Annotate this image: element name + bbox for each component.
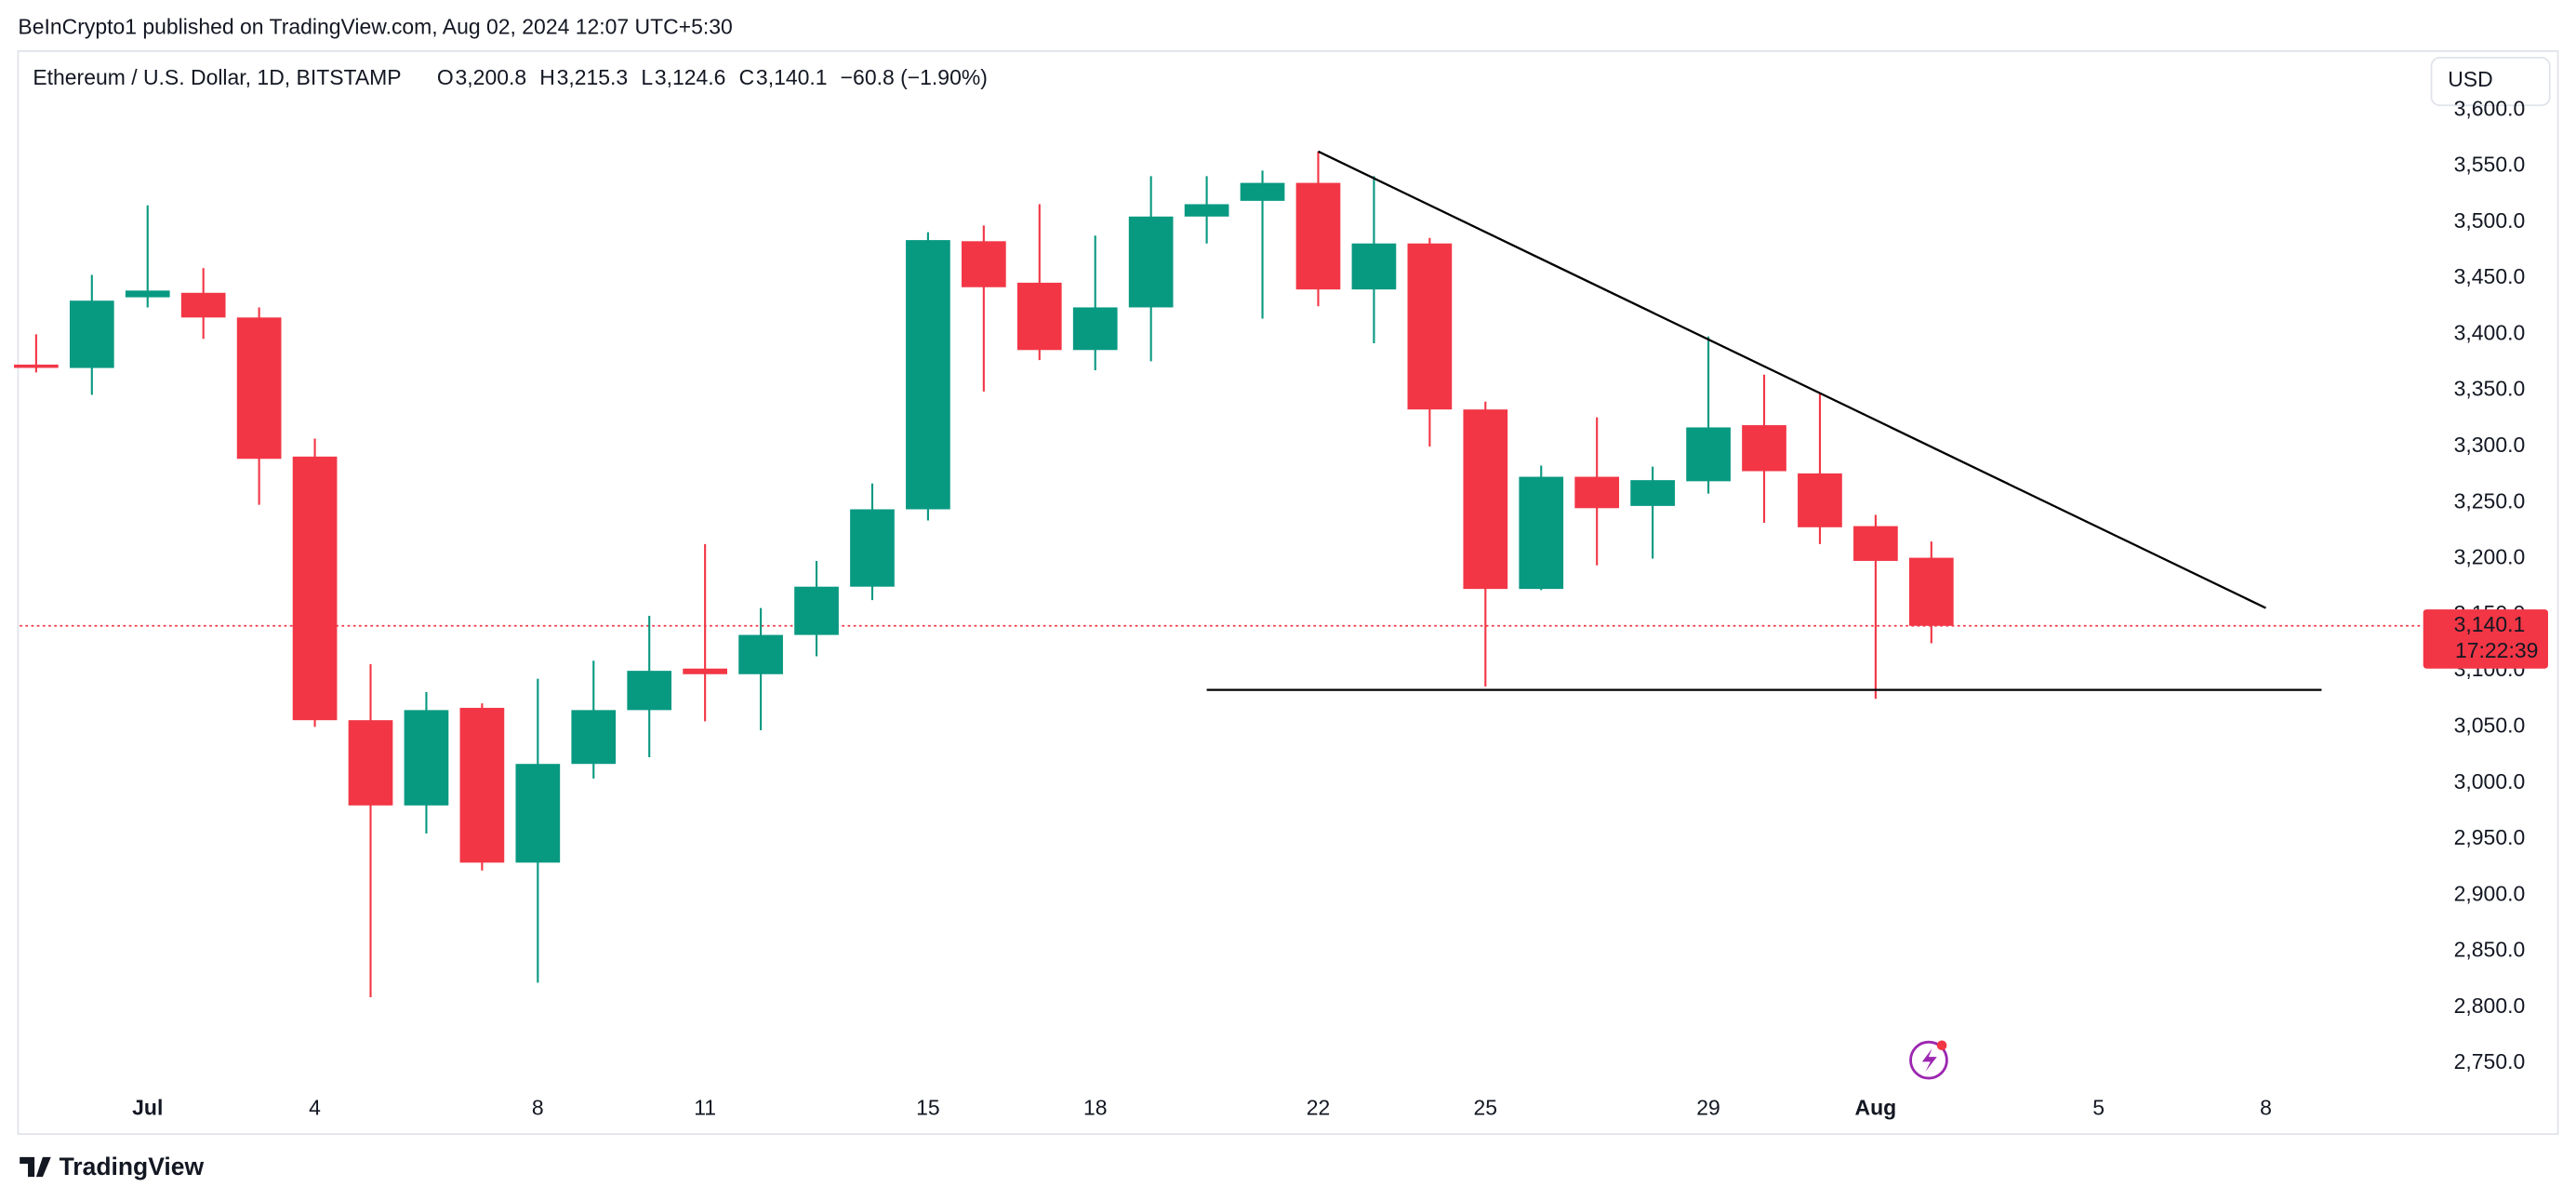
currency[interactable]: USD [2448, 67, 2492, 91]
candle-body [683, 668, 727, 674]
currency-button[interactable] [2430, 57, 2551, 107]
candle-body [1016, 282, 1062, 351]
x-tick-label: Aug [1855, 1096, 1897, 1120]
candle-body [1407, 243, 1453, 410]
candle-body [1686, 427, 1731, 482]
candle-body [1630, 480, 1675, 506]
y-tick-label: 3,450.0 [2454, 264, 2526, 288]
candle-body [1184, 204, 1229, 217]
candle-body [459, 707, 505, 863]
candle-body [1574, 476, 1620, 509]
x-tick-label: 29 [1696, 1096, 1720, 1120]
candle-body [180, 292, 226, 318]
candle-body [1519, 476, 1564, 590]
x-tick-label: 8 [2260, 1096, 2272, 1120]
candle-body [515, 764, 561, 863]
ohlc-value: 3,124.6 [655, 65, 726, 89]
y-tick-label: 2,800.0 [2454, 993, 2526, 1018]
ohlc-key: O [437, 65, 454, 89]
ohlc-key: C [739, 65, 755, 89]
x-tick-label: 11 [694, 1096, 716, 1120]
candle-body [906, 240, 950, 510]
event-bolt [1921, 1048, 1937, 1073]
candle-body [292, 456, 338, 721]
y-tick-label: 3,550.0 [2454, 153, 2526, 177]
candle-body [125, 290, 170, 298]
candle-body [1240, 182, 1285, 201]
event-dot [1936, 1040, 1947, 1051]
y-tick-label: 3,350.0 [2454, 377, 2526, 401]
candle-body [236, 317, 282, 460]
ohlc-value: 3,215.3 [557, 65, 629, 89]
candle-body [627, 671, 672, 711]
candle-body [1128, 216, 1174, 308]
trendline [1317, 150, 2266, 609]
y-tick-label: 2,750.0 [2454, 1049, 2526, 1073]
x-tick-label: 8 [532, 1096, 544, 1120]
logo [20, 1156, 51, 1178]
y-tick-label: 3,300.0 [2454, 433, 2526, 457]
x-tick-label: 5 [2092, 1096, 2105, 1120]
y-tick-label: 3,250.0 [2454, 488, 2526, 513]
candle-body [14, 364, 59, 368]
x-tick-label: 4 [309, 1096, 321, 1120]
y-tick-label: 3,050.0 [2454, 713, 2526, 737]
candle-body [1295, 182, 1341, 290]
chart-frame [17, 50, 2559, 1136]
footer-brand: TradingView [60, 1153, 205, 1180]
candle-body [571, 710, 617, 765]
candle-body [738, 634, 783, 674]
candle-body [1463, 409, 1508, 590]
candle-body [794, 586, 839, 635]
candle-body [69, 300, 114, 368]
candle-body [348, 720, 393, 806]
candle-body [961, 241, 1006, 287]
y-tick-label: 3,500.0 [2454, 208, 2526, 233]
y-tick-label: 2,900.0 [2454, 881, 2526, 905]
symbol: Ethereum / U.S. Dollar, 1D, BITSTAMP [33, 65, 401, 89]
y-tick-label: 3,000.0 [2454, 769, 2526, 793]
ohlc-change: −60.8 (−1.90%) [841, 65, 988, 89]
event-icon[interactable] [1909, 1040, 1948, 1080]
y-tick-label: 3,600.0 [2454, 96, 2526, 120]
price-tag [2423, 609, 2548, 669]
x-tick-label: Jul [132, 1096, 163, 1120]
ohlc-key: L [641, 65, 653, 89]
price-tag-label: 3,140.1 [2454, 612, 2526, 636]
candle-body [1072, 307, 1118, 351]
candle-body [404, 710, 449, 806]
y-tick-label: 3,200.0 [2454, 545, 2526, 569]
price-countdown: 17:22:39 [2455, 638, 2538, 662]
x-tick-label: 15 [916, 1096, 940, 1120]
candle-body [850, 509, 895, 587]
y-tick-label: 2,950.0 [2454, 825, 2526, 849]
ohlc-value: 3,200.8 [456, 65, 527, 89]
candle-body [1798, 473, 1842, 527]
y-tick-label: 2,850.0 [2454, 938, 2526, 962]
candle-body [1351, 243, 1397, 290]
x-tick-label: 22 [1307, 1096, 1331, 1120]
candle-body [1908, 557, 1954, 626]
candle-body [1742, 425, 1786, 472]
x-tick-label: 25 [1474, 1096, 1498, 1120]
ohlc-key: H [539, 65, 555, 89]
published-line: BeInCrypto1 published on TradingView.com… [18, 14, 732, 38]
ohlc-legend: O 3,200.8 H 3,215.3 L 3,124.6 C 3,140.1 −60.8 (−… [437, 65, 988, 89]
x-tick-label: 18 [1083, 1096, 1108, 1120]
candle-body [1853, 526, 1898, 561]
y-tick-label: 3,400.0 [2454, 320, 2526, 344]
ohlc-value: 3,140.1 [756, 65, 828, 89]
